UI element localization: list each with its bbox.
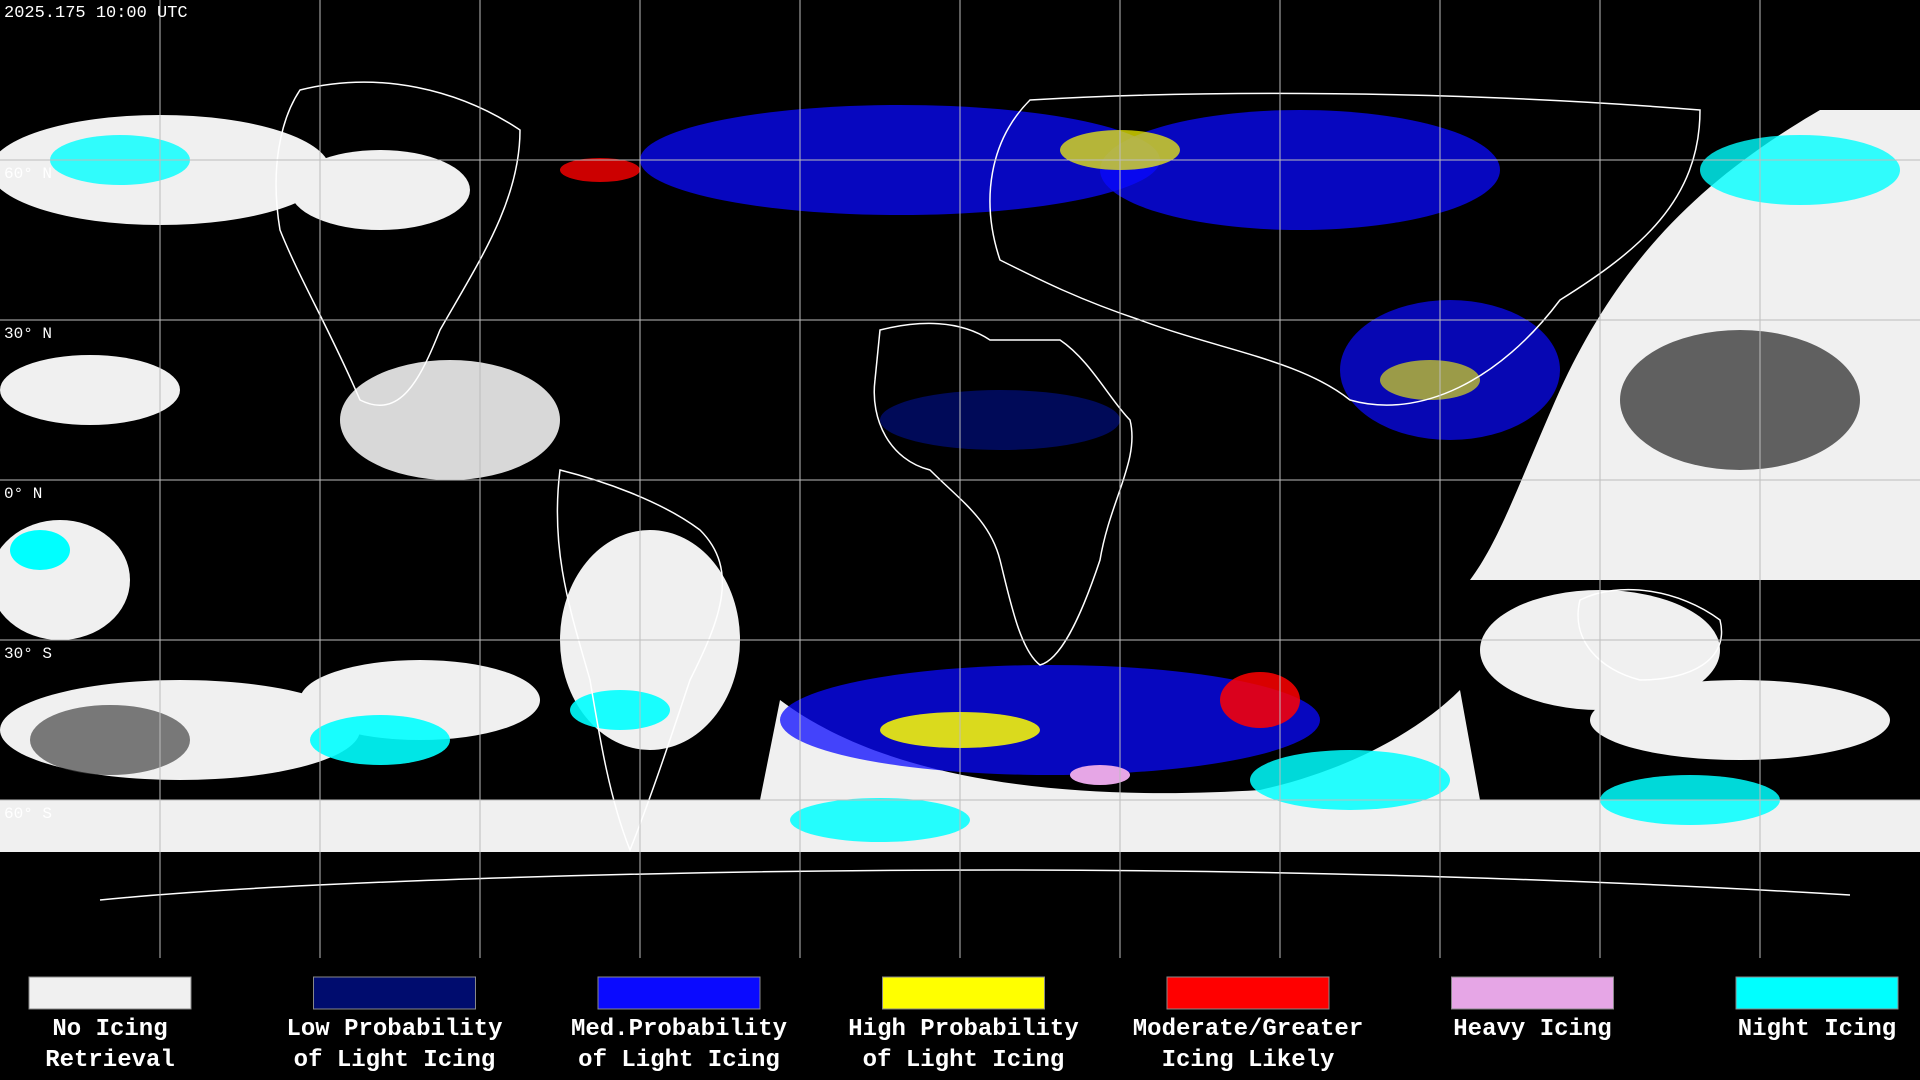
icing-area: [1070, 765, 1130, 785]
cloud: [1590, 680, 1890, 760]
clear-sky: [1620, 330, 1860, 470]
legend-swatch: [1451, 976, 1614, 1010]
cloud: [760, 690, 1480, 800]
legend: No Icing Retrieval Low Probability of Light…: [28, 976, 1899, 1074]
legend-label: No Icing: [52, 1016, 167, 1043]
night-icing: [1700, 135, 1900, 205]
legend-swatch: [28, 976, 192, 1010]
latitude-label: 60° N: [4, 165, 52, 183]
legend-label: of Light Icing: [578, 1047, 780, 1074]
night-icing: [10, 530, 70, 570]
legend-label: Med.Probability: [571, 1016, 787, 1043]
legend-label: Heavy Icing: [1453, 1016, 1611, 1043]
icing-area: [1380, 360, 1480, 400]
coastlines: [99, 81, 1851, 901]
cloud: [0, 355, 180, 425]
legend-label: Retrieval: [45, 1047, 175, 1074]
legend-swatch: [882, 976, 1045, 1010]
night-icing: [790, 798, 970, 842]
night-icing: [310, 715, 450, 765]
latitude-label: 30° S: [4, 645, 52, 663]
latitude-label: 60° S: [4, 805, 52, 823]
north-america: [275, 81, 521, 406]
latitude-labels: 60° N 30° N 0° N 30° S 60° S: [4, 165, 52, 823]
legend-label: High Probability: [848, 1016, 1078, 1043]
legend-label: of Light Icing: [863, 1047, 1065, 1074]
south-america: [556, 469, 724, 853]
timestamp: 2025.175 10:00 UTC: [4, 4, 188, 23]
icing-area: [1220, 672, 1300, 728]
icing-area: [560, 158, 640, 182]
icing-area: [1100, 110, 1500, 230]
eurasia: [989, 92, 1701, 406]
graticule: [0, 0, 1920, 958]
latitude-label: 30° N: [4, 325, 52, 343]
australia: [1577, 588, 1723, 681]
legend-label: Icing Likely: [1162, 1047, 1335, 1074]
africa: [873, 322, 1133, 666]
latitude-label: 0° N: [4, 485, 42, 503]
legend-swatch: [313, 976, 476, 1010]
icing-area: [780, 665, 1320, 775]
cloud: [340, 360, 560, 480]
night-icing: [1250, 750, 1450, 810]
cloud: [290, 150, 470, 230]
legend-swatch: [1166, 976, 1330, 1010]
cloud: [30, 705, 190, 775]
antarctica: [99, 869, 1851, 901]
legend-label: Low Probability: [286, 1016, 502, 1043]
legend-label: Moderate/Greater: [1133, 1016, 1363, 1043]
icing-area: [880, 390, 1120, 450]
legend-label: Night Icing: [1738, 1016, 1896, 1043]
legend-swatch: [1735, 976, 1899, 1010]
map: [0, 0, 1920, 958]
legend-swatch: [597, 976, 761, 1010]
night-icing: [570, 690, 670, 730]
legend-label: of Light Icing: [294, 1047, 496, 1074]
